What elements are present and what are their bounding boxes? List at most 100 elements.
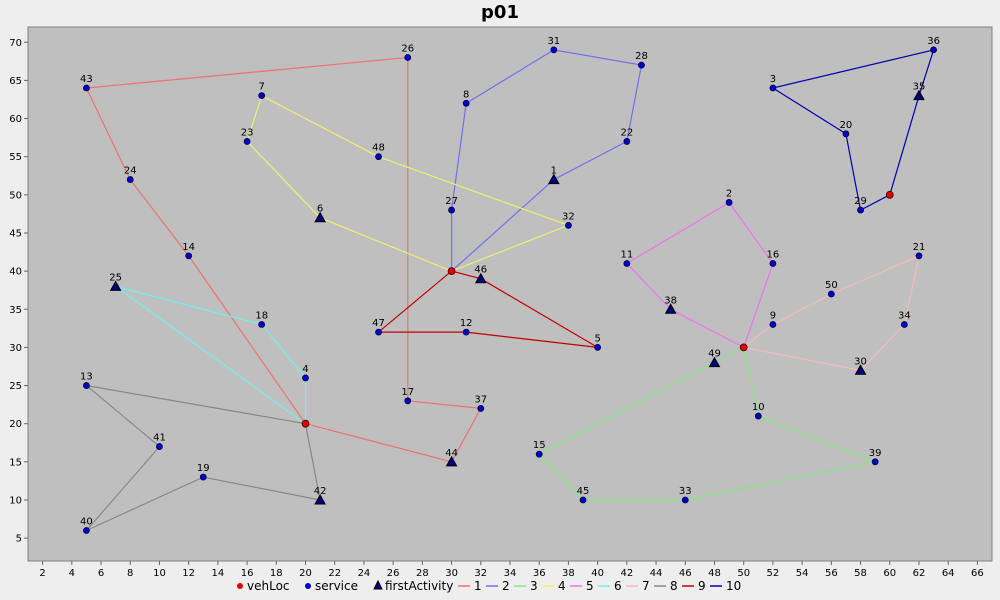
service-point	[126, 176, 134, 183]
x-tick-label: 46	[679, 568, 692, 579]
route-2-line	[451, 49, 643, 272]
legend-label: firstActivity	[385, 579, 453, 593]
service-point	[404, 397, 412, 405]
first-activity-marker	[664, 303, 677, 314]
service-point	[769, 321, 777, 328]
node-label: 27	[445, 196, 458, 207]
legend-marker	[237, 583, 243, 589]
y-tick-label: 30	[9, 343, 22, 354]
legend-label: 7	[642, 579, 650, 593]
node-label: 23	[241, 127, 254, 138]
legend-marker	[373, 579, 383, 590]
route-9-line	[376, 270, 598, 348]
legend-marker	[305, 583, 311, 589]
node-label: 17	[401, 387, 414, 398]
x-tick-label: 20	[299, 568, 312, 579]
y-tick-label: 60	[9, 114, 22, 125]
service-point	[769, 260, 777, 267]
service-point	[930, 46, 937, 54]
first-activity-marker	[314, 211, 326, 223]
x-tick-label: 24	[358, 568, 371, 579]
legend-label: 6	[614, 579, 622, 593]
node-label: 15	[533, 440, 546, 451]
x-tick-label: 36	[533, 568, 546, 579]
y-tick-label: 15	[9, 457, 22, 468]
y-tick-label: 45	[9, 228, 22, 239]
service-point	[375, 153, 382, 161]
x-tick-label: 38	[562, 568, 575, 579]
node-label: 25	[109, 272, 122, 283]
x-tick-label: 56	[825, 568, 838, 579]
service-point	[754, 412, 762, 420]
node-label: 33	[679, 486, 692, 497]
x-tick-label: 50	[737, 568, 750, 579]
vehicle-location-marker	[739, 343, 748, 352]
vehicle-location-marker	[447, 267, 456, 276]
node-label: 3	[770, 74, 776, 85]
legend-label: 2	[502, 579, 510, 593]
node-label: 48	[372, 143, 385, 154]
first-activity-marker	[314, 493, 326, 505]
service-point	[900, 321, 908, 328]
y-tick-label: 5	[16, 534, 22, 545]
service-point	[258, 92, 266, 100]
x-tick-label: 10	[153, 568, 166, 579]
node-label: 46	[474, 265, 487, 276]
service-point	[185, 252, 193, 260]
chart-title: p01	[481, 2, 519, 23]
node-label: 38	[664, 295, 677, 306]
y-tick-label: 10	[9, 495, 22, 506]
node-label: 43	[80, 74, 93, 85]
x-tick-label: 26	[387, 568, 400, 579]
node-label: 8	[463, 89, 469, 100]
node-label: 1	[551, 166, 557, 177]
node-label: 7	[259, 82, 265, 93]
nodes: 1234567891011121314151617181920212223242…	[80, 36, 940, 534]
node-label: 18	[255, 311, 268, 322]
legend-label: 9	[698, 579, 706, 593]
service-point	[638, 61, 645, 69]
service-point	[842, 130, 850, 138]
x-tick-label: 6	[98, 568, 104, 579]
service-point	[462, 328, 470, 336]
legend-label: 3	[530, 579, 538, 593]
x-tick-label: 34	[504, 568, 517, 579]
x-tick-label: 54	[796, 568, 809, 579]
node-label: 20	[840, 120, 853, 131]
node-label: 50	[825, 280, 838, 291]
x-tick-label: 22	[328, 568, 341, 579]
y-tick-label: 55	[9, 152, 22, 163]
service-point	[258, 321, 266, 328]
x-tick-label: 18	[270, 568, 283, 579]
x-tick-label: 4	[69, 568, 75, 579]
service-point	[623, 260, 631, 267]
node-label: 4	[302, 364, 308, 375]
node-label: 29	[854, 196, 867, 207]
x-tick-label: 52	[767, 568, 780, 579]
vehicle-location-marker	[885, 190, 894, 199]
x-tick-label: 8	[127, 568, 133, 579]
y-tick-label: 20	[9, 419, 22, 430]
node-label: 14	[182, 242, 195, 253]
service-point	[623, 138, 631, 145]
node-label: 9	[770, 311, 776, 322]
service-point	[199, 473, 207, 481]
service-point	[579, 496, 587, 504]
node-label: 19	[197, 463, 210, 474]
service-point	[871, 458, 879, 466]
node-label: 22	[620, 127, 633, 138]
node-label: 24	[124, 166, 137, 177]
node-label: 47	[372, 318, 385, 329]
node-label: 21	[913, 242, 926, 253]
service-point	[477, 405, 485, 412]
y-tick-label: 35	[9, 305, 22, 316]
plot-area	[27, 26, 993, 562]
y-tick-label: 25	[9, 381, 22, 392]
legend-label: service	[315, 579, 358, 593]
service-point	[404, 54, 412, 61]
node-label: 42	[314, 486, 327, 497]
legend-label: 4	[558, 579, 566, 593]
node-label: 16	[767, 249, 780, 260]
x-tick-label: 42	[620, 568, 633, 579]
x-tick-label: 40	[591, 568, 604, 579]
